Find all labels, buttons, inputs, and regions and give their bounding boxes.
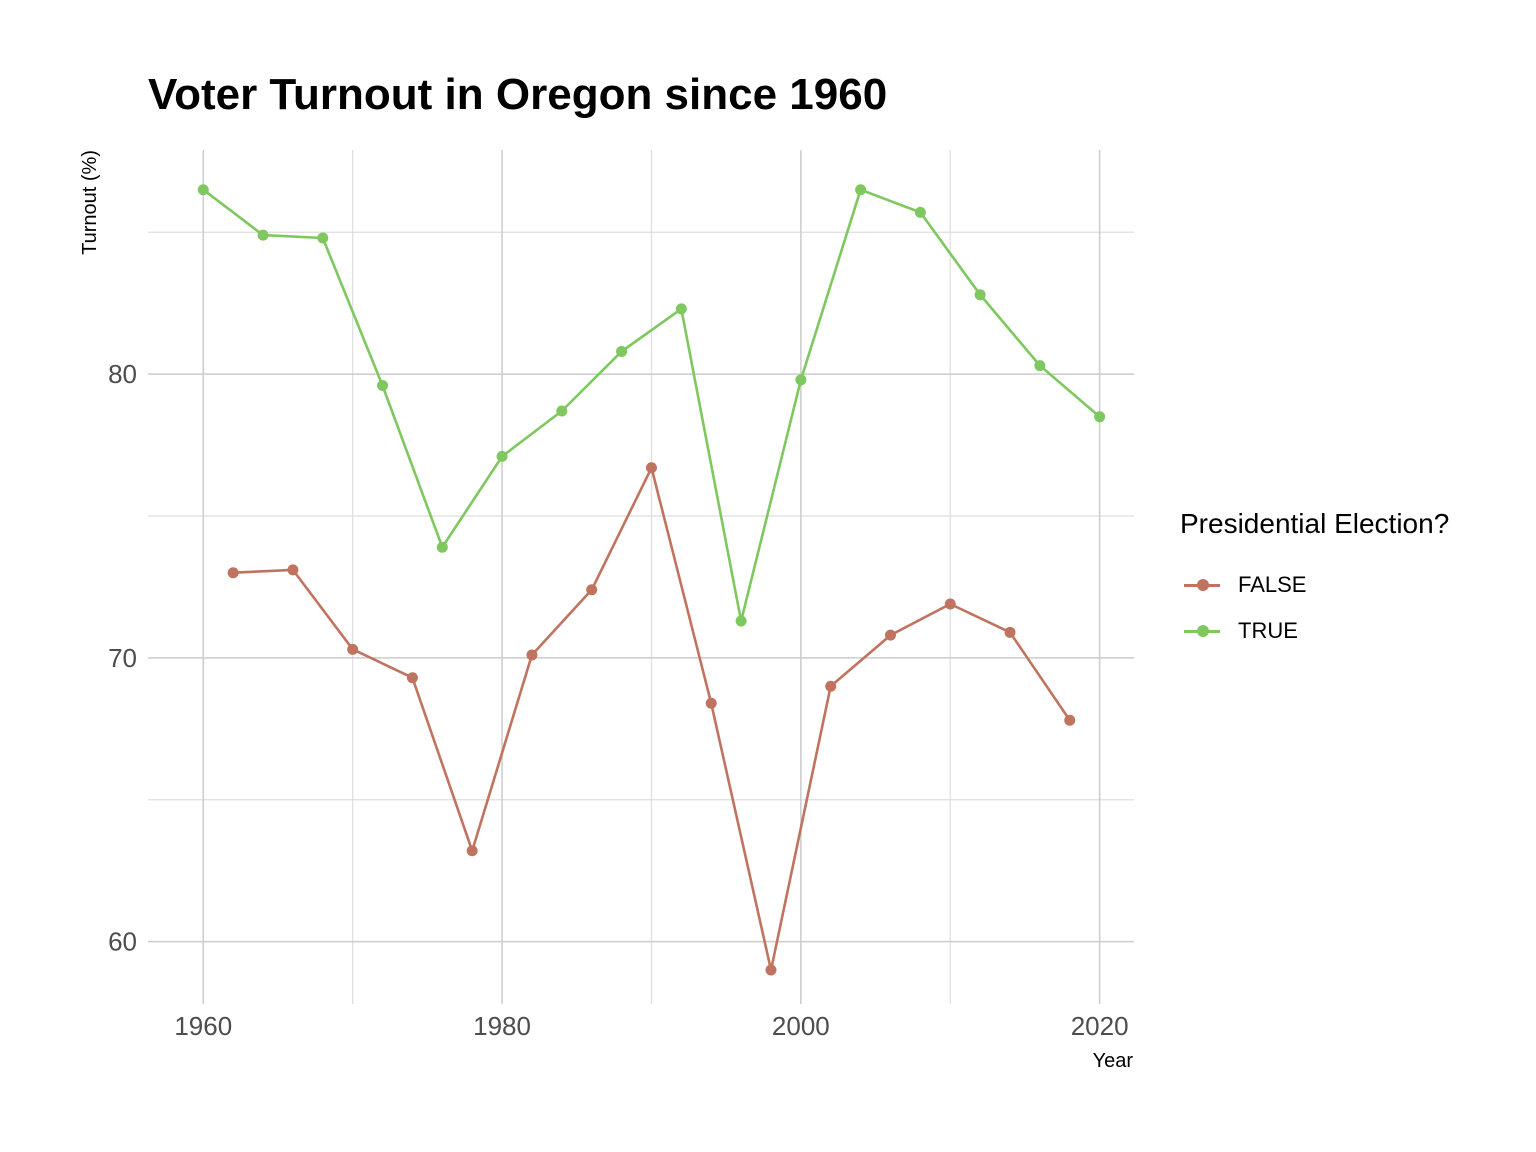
data-point	[645, 462, 657, 474]
data-point	[795, 374, 807, 386]
data-point	[586, 584, 598, 596]
data-point	[406, 672, 418, 684]
data-point	[526, 649, 538, 661]
data-point	[556, 405, 568, 417]
data-point	[496, 450, 508, 462]
major-gridlines	[148, 150, 1134, 1004]
series-true	[197, 184, 1106, 627]
data-point	[1034, 360, 1046, 372]
minor-gridlines	[148, 150, 1134, 1004]
x-axis-title: Year	[1093, 1050, 1134, 1072]
legend-item-true: TRUE	[1180, 608, 1449, 654]
legend-key	[1180, 621, 1220, 641]
legend-key	[1180, 575, 1220, 595]
series-false	[227, 462, 1076, 976]
data-point	[1004, 626, 1016, 638]
y-tick-label: 60	[108, 927, 137, 957]
x-tick-label: 2020	[1071, 1011, 1129, 1041]
data-point	[227, 567, 239, 579]
data-point	[197, 184, 209, 196]
series-line	[202, 188, 1101, 623]
legend-label: FALSE	[1238, 572, 1307, 597]
legend-item-false: FALSE	[1180, 562, 1449, 608]
data-point	[377, 379, 389, 391]
tick-labels: 60 70 80 1960 1980 2000 2020	[108, 359, 1128, 1041]
x-tick-label: 1980	[473, 1011, 531, 1041]
data-point	[675, 303, 687, 315]
data-point	[914, 206, 926, 218]
y-tick-label: 80	[108, 359, 137, 389]
data-point	[884, 629, 896, 641]
data-point	[974, 289, 986, 301]
data-point	[944, 598, 956, 610]
y-axis-title: Turnout (%)	[79, 150, 101, 255]
data-point	[765, 964, 777, 976]
data-point	[257, 229, 269, 241]
data-point	[616, 345, 628, 357]
legend: Presidential Election? FALSE TRUE	[1180, 508, 1449, 654]
data-point	[347, 643, 359, 655]
data-point	[1094, 411, 1106, 423]
legend-items: FALSE TRUE	[1180, 562, 1449, 654]
data-point	[436, 541, 448, 553]
x-tick-label: 2000	[772, 1011, 830, 1041]
legend-title: Presidential Election?	[1180, 508, 1450, 539]
data-point	[705, 697, 717, 709]
y-tick-label: 70	[108, 643, 137, 673]
chart-title: Voter Turnout in Oregon since 1960	[148, 70, 888, 119]
x-tick-label: 1960	[174, 1011, 232, 1041]
data-point	[466, 845, 478, 857]
legend-label: TRUE	[1238, 618, 1298, 643]
data-point	[1064, 714, 1076, 726]
data-point	[825, 680, 837, 692]
data-point	[855, 184, 867, 196]
data-point	[317, 232, 329, 244]
series-layer	[197, 184, 1106, 976]
data-point	[287, 564, 299, 576]
data-point	[735, 615, 747, 627]
